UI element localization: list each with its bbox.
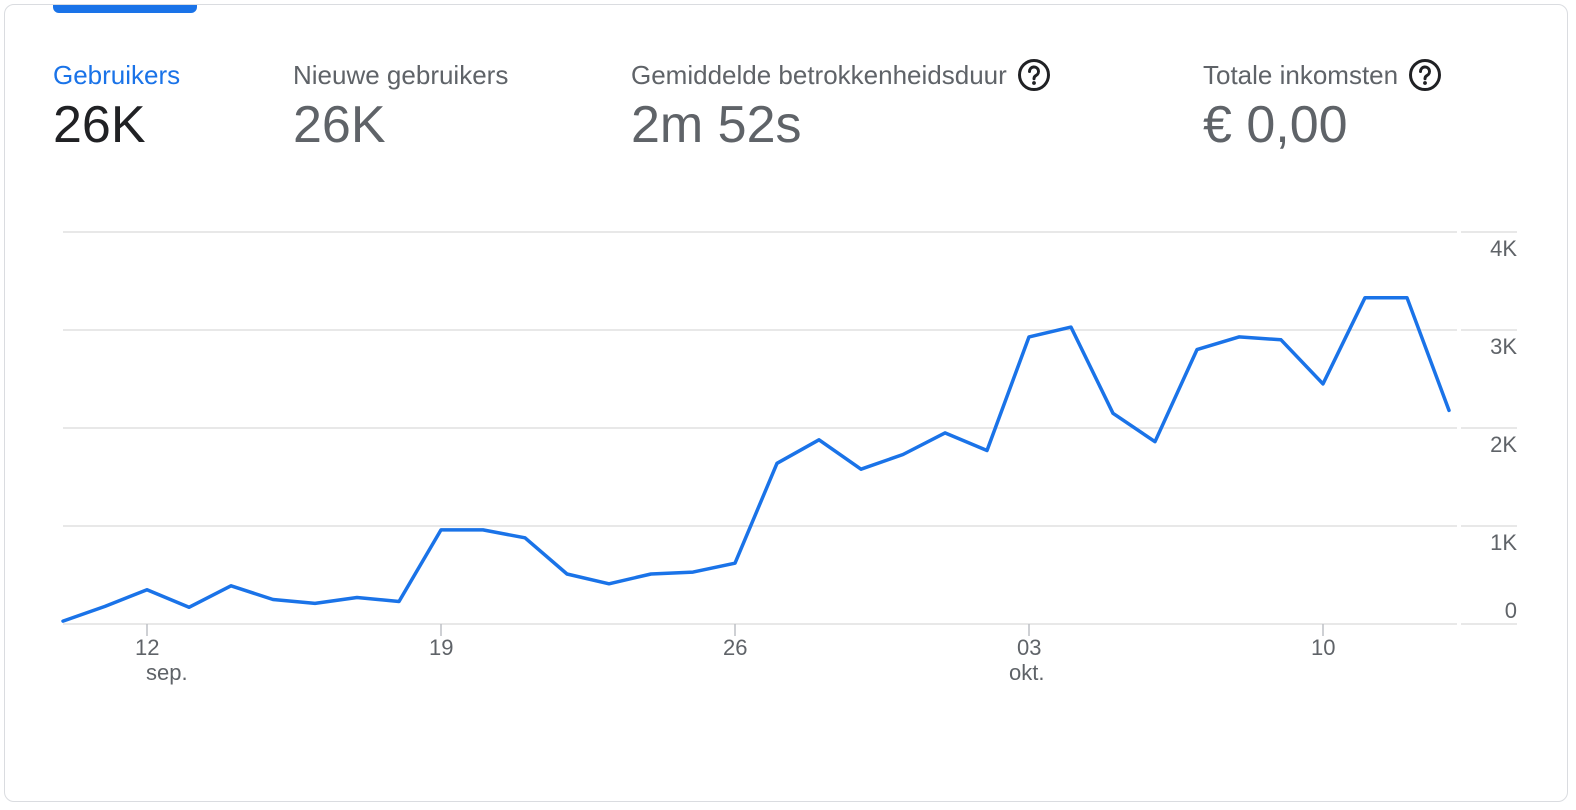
tab-totale-inkomsten[interactable]: Totale inkomsten € 0,00	[1203, 55, 1442, 155]
data-point	[649, 572, 653, 576]
data-point	[313, 601, 317, 605]
data-point	[1363, 296, 1367, 300]
data-point	[1153, 440, 1157, 444]
data-point	[859, 467, 863, 471]
data-point	[439, 528, 443, 532]
y-tick-label: 1K	[1490, 530, 1517, 555]
data-point	[775, 461, 779, 465]
data-point	[1069, 325, 1073, 329]
data-point	[1195, 348, 1199, 352]
y-tick-label: 3K	[1490, 334, 1517, 359]
metric-label: Totale inkomsten	[1203, 55, 1442, 95]
tab-gebruikers[interactable]: Gebruikers 26K	[53, 55, 180, 155]
x-tick-sublabel: okt.	[1009, 660, 1044, 685]
data-point	[1027, 335, 1031, 339]
data-point	[523, 536, 527, 540]
data-point	[229, 584, 233, 588]
x-tick-label: 26	[723, 635, 747, 660]
data-point	[1111, 411, 1115, 415]
y-tick-label: 2K	[1490, 432, 1517, 457]
active-tab-indicator	[53, 5, 197, 13]
series-line	[61, 295, 1451, 623]
metric-label: Gebruikers	[53, 60, 181, 90]
data-point	[145, 588, 149, 592]
data-point	[901, 453, 905, 457]
y-tick-label: 4K	[1490, 236, 1517, 261]
data-point	[733, 561, 737, 565]
metric-value: 26K	[53, 96, 146, 154]
data-point	[103, 604, 107, 608]
data-point	[355, 596, 359, 600]
data-point	[397, 600, 401, 604]
metric-value: 2m 52s	[631, 96, 802, 154]
data-point	[1237, 335, 1241, 339]
data-point	[607, 582, 611, 586]
data-point	[481, 528, 485, 532]
data-point	[565, 572, 569, 576]
metric-value: € 0,00	[1203, 96, 1348, 154]
metrics-card: Gebruikers 26K Nieuwe gebruikers 26K Gem…	[4, 4, 1568, 802]
tab-gemiddelde-betrokkenheidsduur[interactable]: Gemiddelde betrokkenheidsduur 2m 52s	[631, 55, 1051, 155]
tab-nieuwe-gebruikers[interactable]: Nieuwe gebruikers 26K	[293, 55, 508, 155]
data-point	[1447, 408, 1451, 412]
data-point	[943, 431, 947, 435]
help-circle-icon[interactable]	[1408, 58, 1442, 92]
data-point	[271, 598, 275, 602]
data-point	[1405, 296, 1409, 300]
data-point	[61, 619, 65, 623]
data-point	[985, 449, 989, 453]
x-tick-sublabel: sep.	[146, 660, 188, 685]
data-point	[817, 438, 821, 442]
data-point	[187, 605, 191, 609]
x-tick-label: 19	[429, 635, 453, 660]
x-tick-label: 03	[1017, 635, 1041, 660]
y-tick-label: 0	[1505, 598, 1517, 623]
data-point	[1279, 338, 1283, 342]
x-tick-label: 10	[1311, 635, 1335, 660]
data-point	[691, 570, 695, 574]
metric-label: Gemiddelde betrokkenheidsduur	[631, 55, 1051, 95]
metric-value: 26K	[293, 96, 386, 154]
data-point	[1321, 382, 1325, 386]
x-tick-label: 12	[135, 635, 159, 660]
help-circle-icon[interactable]	[1017, 58, 1051, 92]
metric-label: Nieuwe gebruikers	[293, 60, 509, 90]
